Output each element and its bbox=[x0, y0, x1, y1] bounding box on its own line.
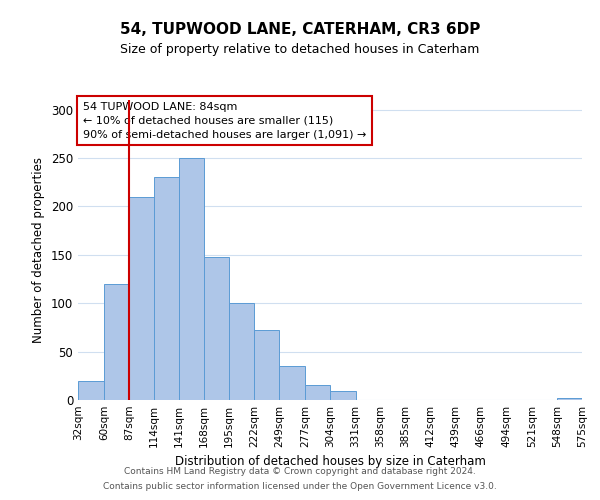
Bar bbox=[254, 330, 280, 400]
Text: 54 TUPWOOD LANE: 84sqm
← 10% of detached houses are smaller (115)
90% of semi-de: 54 TUPWOOD LANE: 84sqm ← 10% of detached… bbox=[83, 102, 367, 140]
Bar bbox=[280, 366, 305, 400]
Bar bbox=[331, 392, 356, 400]
Bar bbox=[129, 197, 154, 400]
Bar bbox=[557, 398, 582, 400]
Bar bbox=[229, 303, 254, 400]
Text: Contains public sector information licensed under the Open Government Licence v3: Contains public sector information licen… bbox=[103, 482, 497, 491]
Bar bbox=[154, 178, 179, 400]
Bar bbox=[104, 284, 129, 400]
Y-axis label: Number of detached properties: Number of detached properties bbox=[32, 157, 46, 343]
Text: Size of property relative to detached houses in Caterham: Size of property relative to detached ho… bbox=[121, 42, 479, 56]
Bar bbox=[179, 158, 204, 400]
Text: Contains HM Land Registry data © Crown copyright and database right 2024.: Contains HM Land Registry data © Crown c… bbox=[124, 467, 476, 476]
X-axis label: Distribution of detached houses by size in Caterham: Distribution of detached houses by size … bbox=[175, 456, 485, 468]
Text: 54, TUPWOOD LANE, CATERHAM, CR3 6DP: 54, TUPWOOD LANE, CATERHAM, CR3 6DP bbox=[120, 22, 480, 38]
Bar bbox=[78, 380, 104, 400]
Bar bbox=[305, 384, 331, 400]
Bar bbox=[204, 257, 229, 400]
